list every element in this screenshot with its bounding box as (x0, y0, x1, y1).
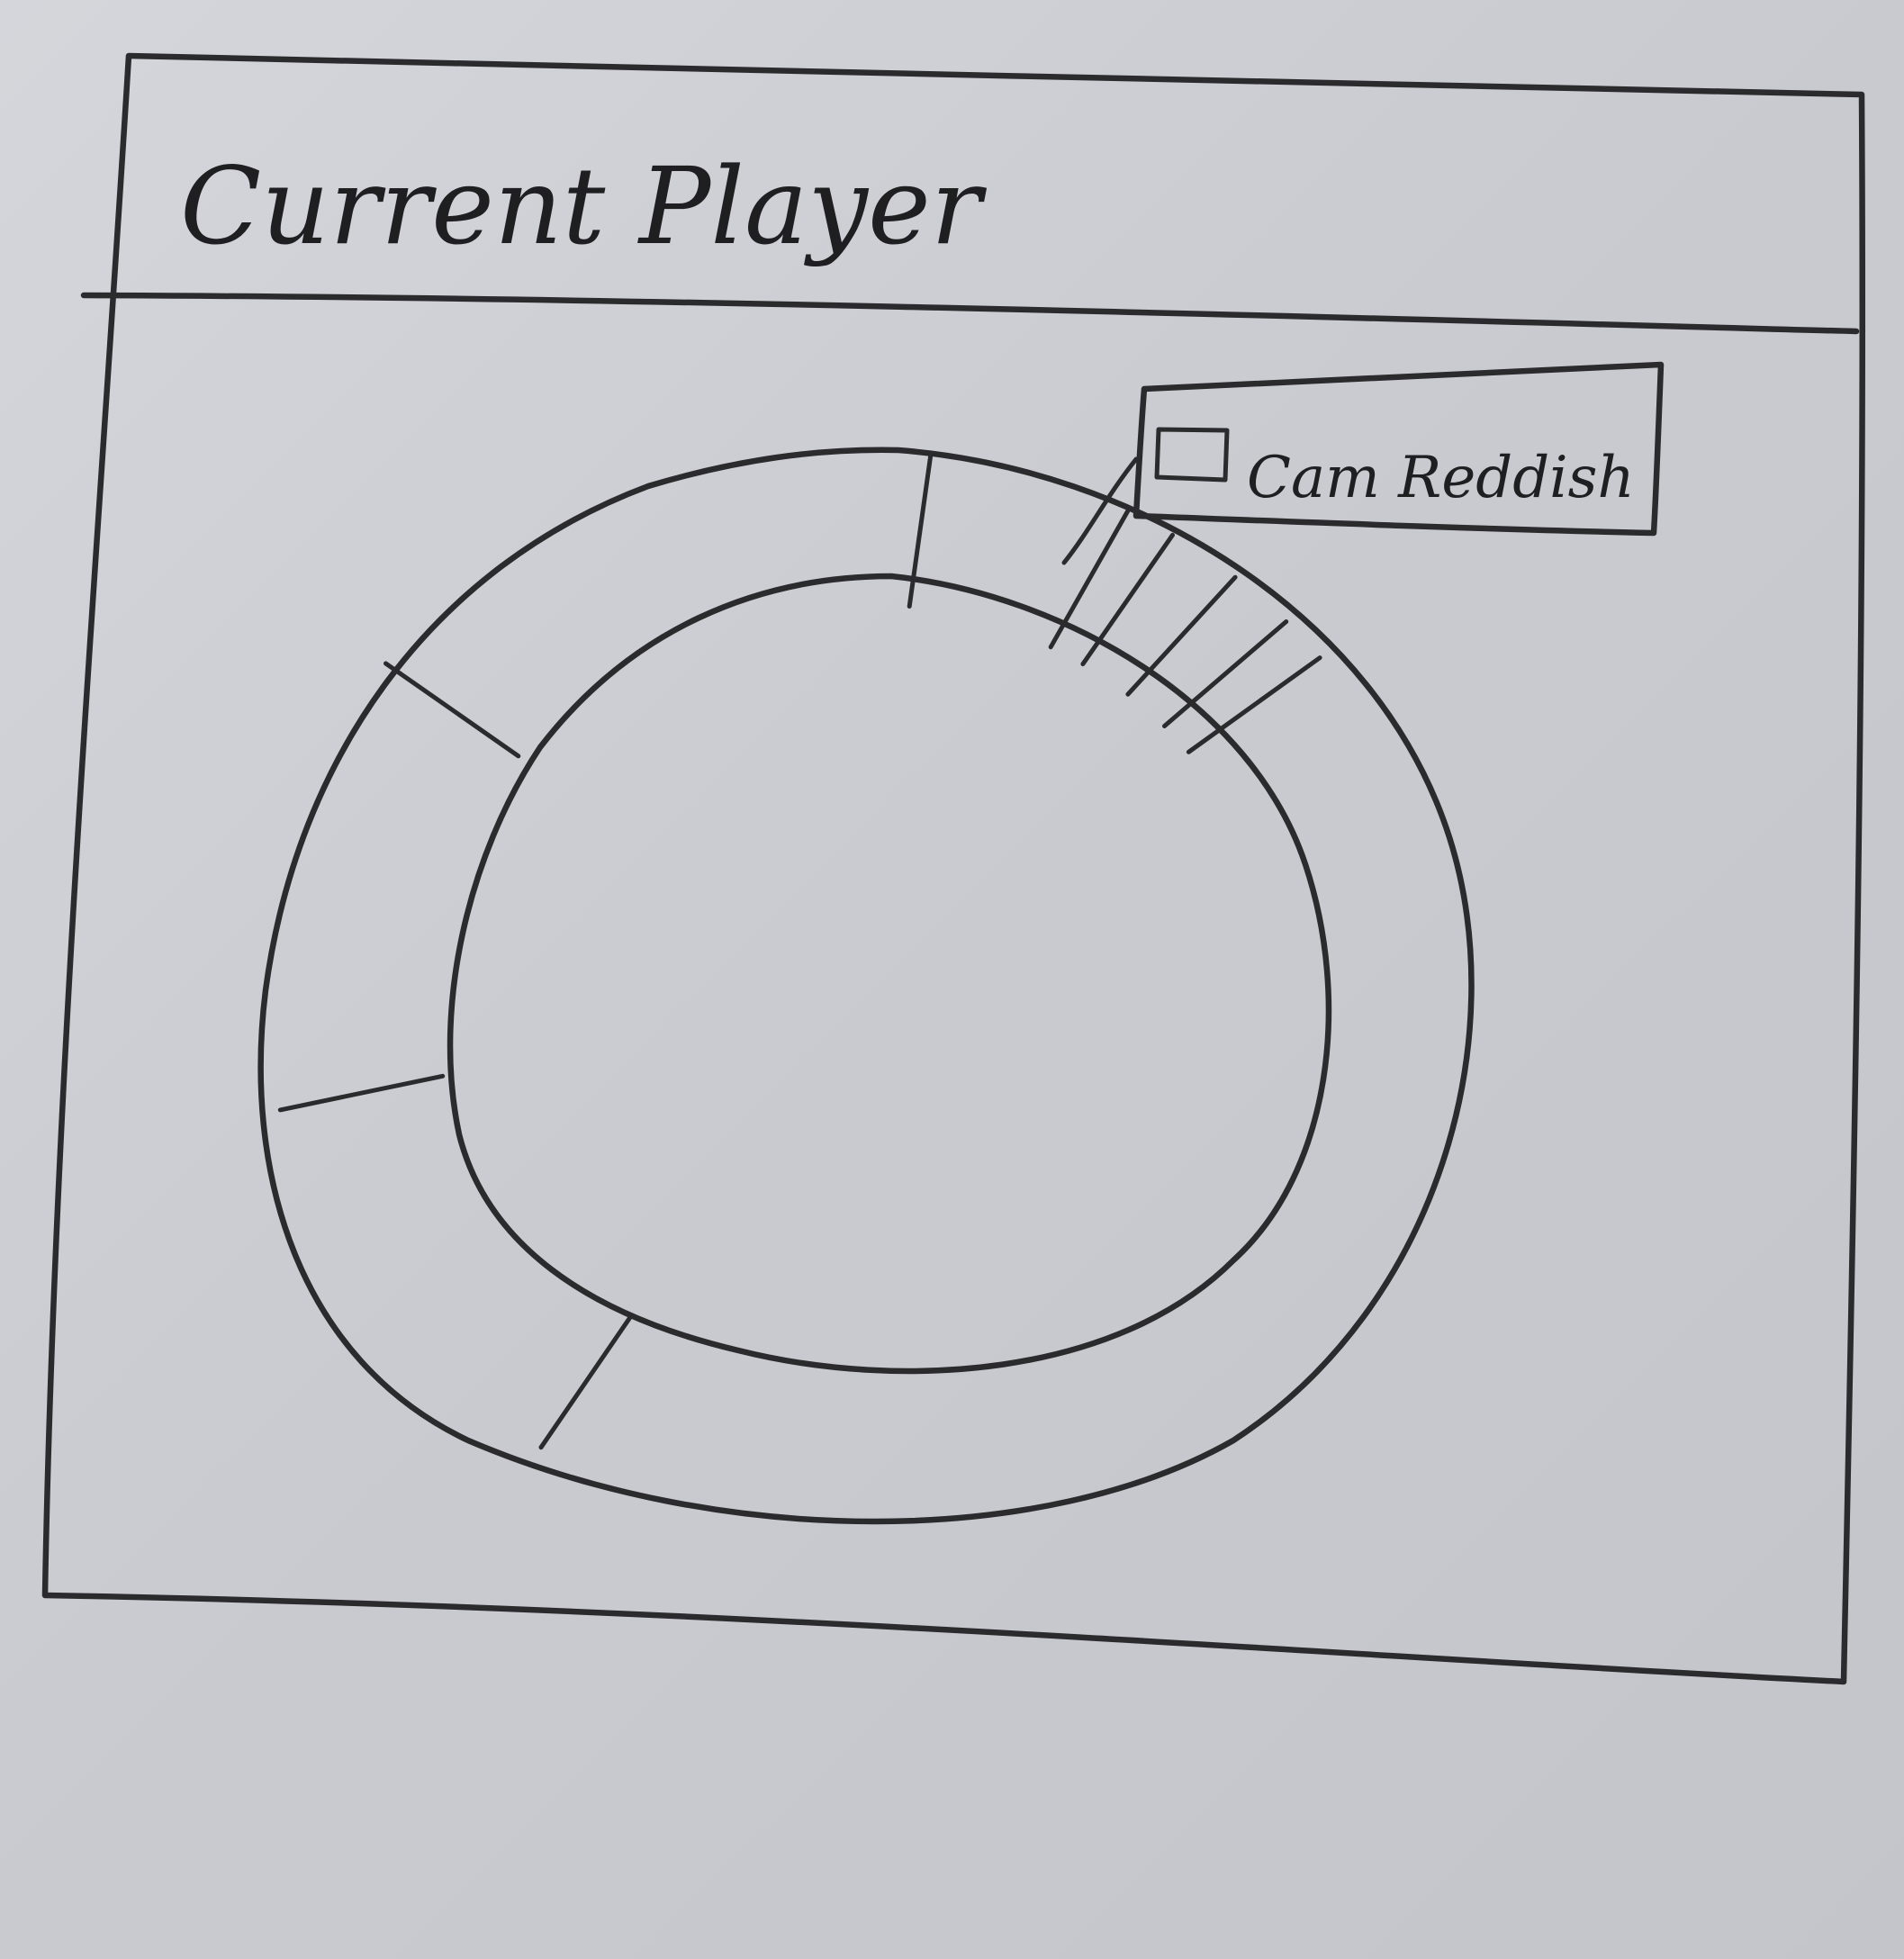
legend-box (1132, 361, 1665, 537)
donut-slice-boundary-9 (1162, 619, 1289, 728)
legend-entry-label: Cam Reddish (1247, 445, 1635, 511)
donut-slice-boundary-6 (1048, 509, 1131, 650)
donut-slice-boundary-7 (1080, 532, 1175, 667)
window-title: Current Player (180, 144, 988, 268)
donut-slice-boundaries (277, 452, 1322, 1450)
window-frame (41, 52, 1866, 1685)
legend-leader-line (1061, 456, 1139, 565)
donut-slice-boundary-5 (907, 452, 934, 609)
title-bar-divider (80, 292, 1860, 335)
donut-slice-boundary-4 (384, 661, 521, 759)
donut-slice-boundary-2 (538, 1315, 632, 1450)
donut-slice-boundary-3 (277, 1073, 446, 1113)
donut-slice-boundary-1 (1186, 655, 1322, 754)
legend: Cam Reddish (1061, 361, 1665, 565)
legend-swatch (1154, 427, 1230, 483)
donut-slice-boundary-8 (1125, 574, 1238, 697)
donut-inner-ring (447, 573, 1332, 1375)
donut-chart (257, 447, 1475, 1525)
donut-outer-ring (257, 447, 1475, 1525)
